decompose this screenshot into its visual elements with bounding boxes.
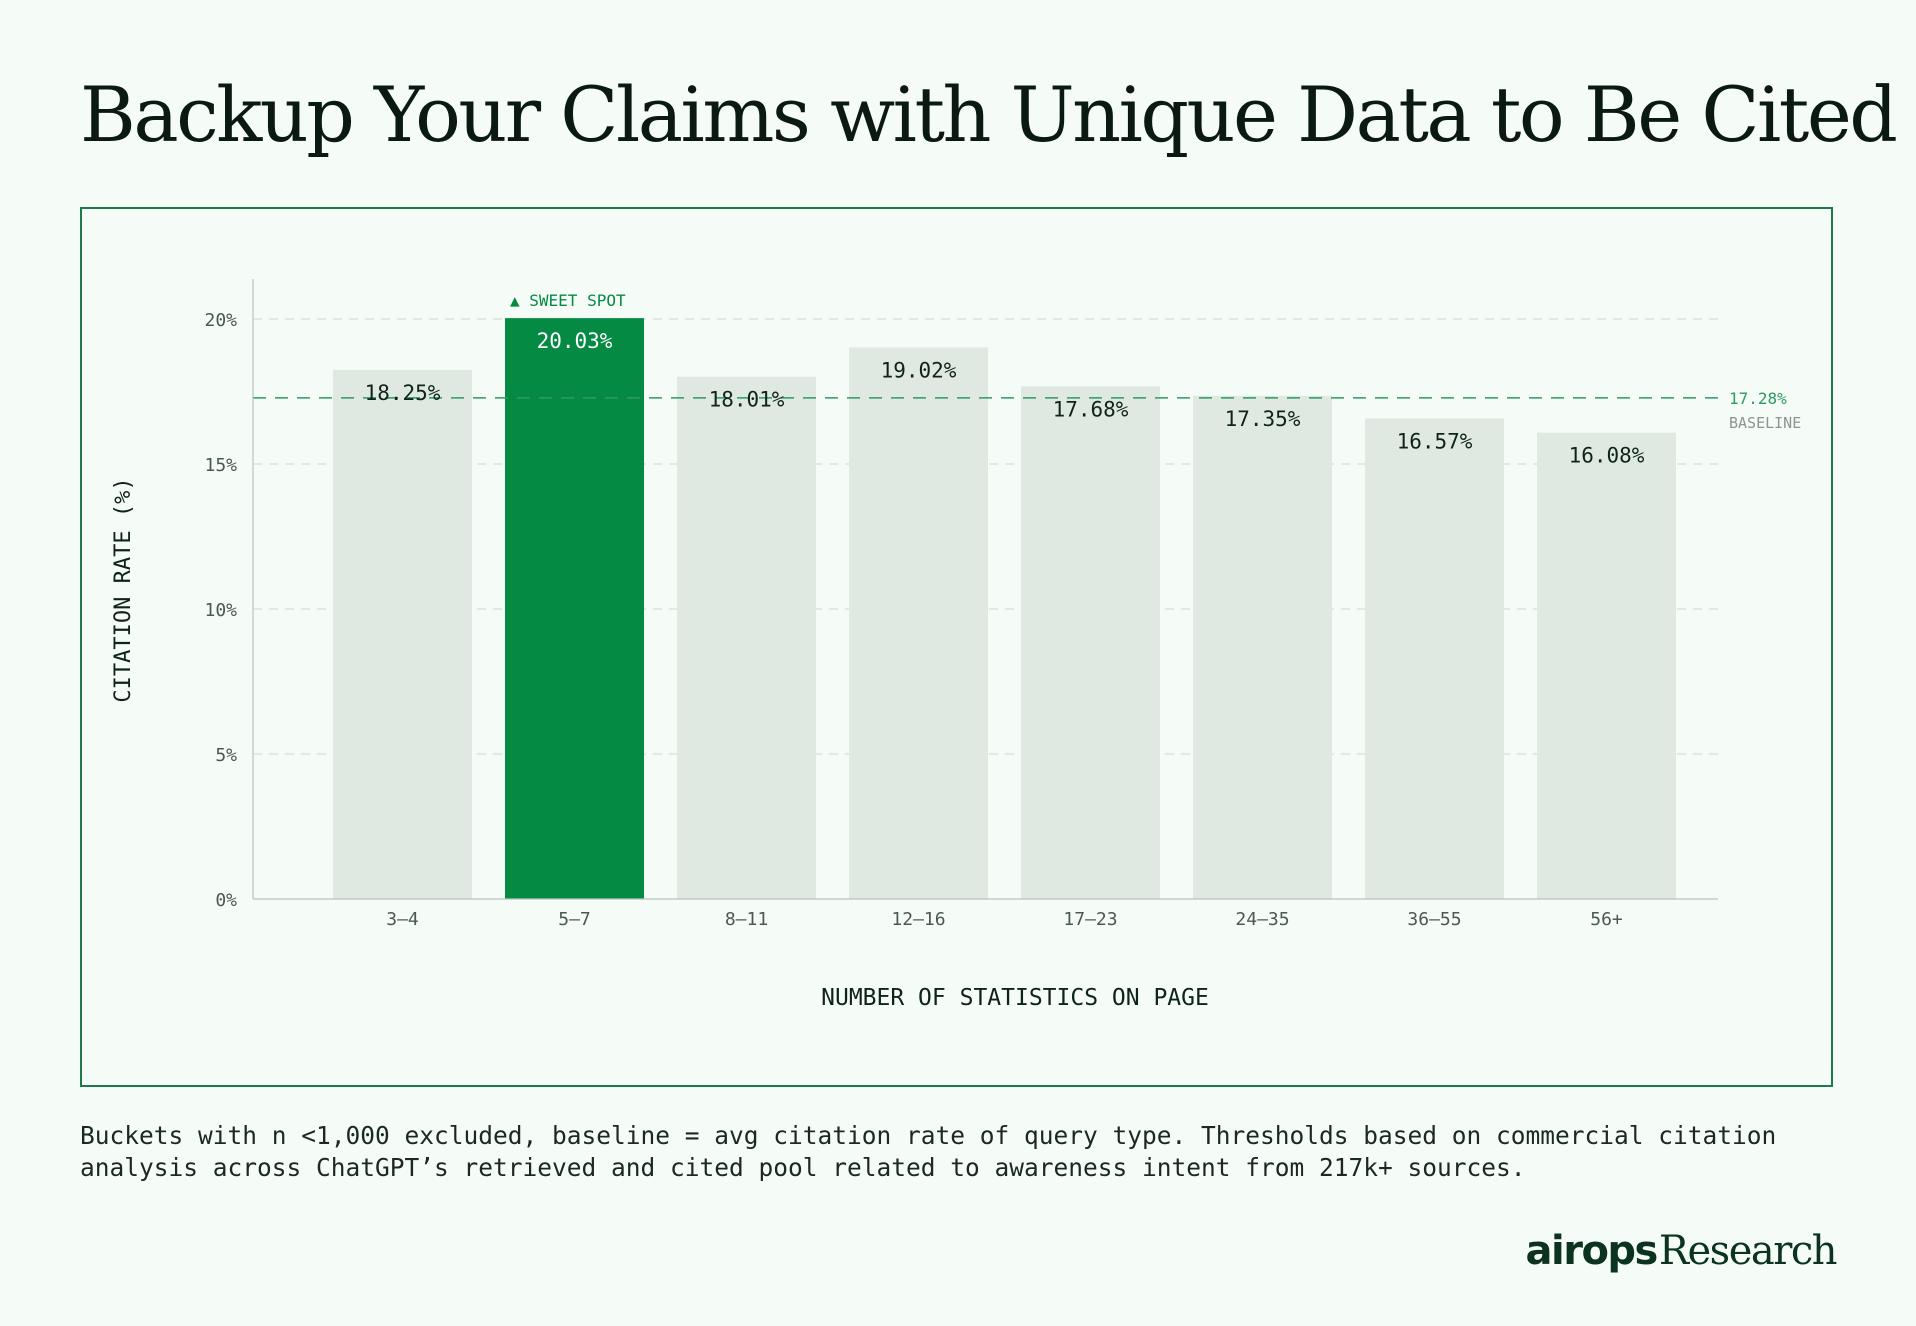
x-tick-label-4: 17–23: [1063, 909, 1117, 930]
x-tick-label-0: 3–4: [386, 909, 419, 930]
sweet-spot-annotation: ▲ SWEET SPOT: [510, 291, 626, 310]
value-label-4: 17.68%: [1053, 397, 1129, 421]
bar-chart: 17.28% BASELINE 0% 5% 10% 15% 20% 3–4 5–7 8–11 12…: [111, 279, 1801, 1011]
baseline: 17.28% BASELINE: [253, 389, 1801, 432]
footnote: Buckets with n <1,000 excluded, baseline…: [80, 1121, 1777, 1182]
value-label-2: 18.01%: [709, 388, 785, 412]
y-tick-label-20: 20%: [204, 310, 237, 331]
value-label-6: 16.57%: [1397, 429, 1473, 453]
value-label-3: 19.02%: [881, 358, 957, 382]
bar-4: [1021, 386, 1160, 899]
y-tick-label-10: 10%: [204, 600, 237, 621]
axes: 0% 5% 10% 15% 20% 3–4 5–7 8–11 12–16 17–23 24–35 36…: [111, 279, 1718, 1011]
x-tick-label-3: 12–16: [891, 909, 945, 930]
x-tick-label-5: 24–35: [1235, 909, 1289, 930]
value-label-0: 18.25%: [365, 381, 441, 405]
data-labels: 18.25% 20.03% 18.01% 19.02% 17.68% 17.35% 16.5…: [365, 291, 1645, 468]
y-axis-title: CITATION RATE (%): [111, 477, 136, 702]
y-tick-label-5: 5%: [215, 745, 237, 766]
y-tick-label-0: 0%: [215, 890, 237, 911]
baseline-value-label: 17.28%: [1729, 389, 1787, 408]
brand-name: airops: [1525, 1228, 1659, 1274]
bar-2: [677, 376, 816, 899]
brand-logo: airops Research: [1525, 1228, 1838, 1274]
value-label-5: 17.35%: [1225, 407, 1301, 431]
x-tick-label-7: 56+: [1590, 909, 1623, 930]
x-tick-label-6: 36–55: [1407, 909, 1461, 930]
brand-suffix: Research: [1658, 1228, 1838, 1274]
bars: [333, 318, 1676, 899]
baseline-caption: BASELINE: [1729, 414, 1801, 432]
chart-frame: 17.28% BASELINE 0% 5% 10% 15% 20% 3–4 5–7 8–11 12…: [80, 207, 1833, 1087]
bar-5: [1193, 395, 1332, 899]
page-title: Backup Your Claims with Unique Data to B…: [80, 70, 1898, 159]
bar-6: [1365, 418, 1504, 899]
x-tick-label-1: 5–7: [558, 909, 591, 930]
value-label-7: 16.08%: [1569, 444, 1645, 468]
bar-1: [505, 318, 644, 899]
value-label-1: 20.03%: [537, 329, 613, 353]
x-tick-label-2: 8–11: [725, 909, 768, 930]
y-tick-label-15: 15%: [204, 455, 237, 476]
bar-3: [849, 347, 988, 899]
x-axis-title: NUMBER OF STATISTICS ON PAGE: [821, 985, 1209, 1011]
bar-0: [333, 369, 472, 899]
bar-7: [1537, 432, 1676, 899]
